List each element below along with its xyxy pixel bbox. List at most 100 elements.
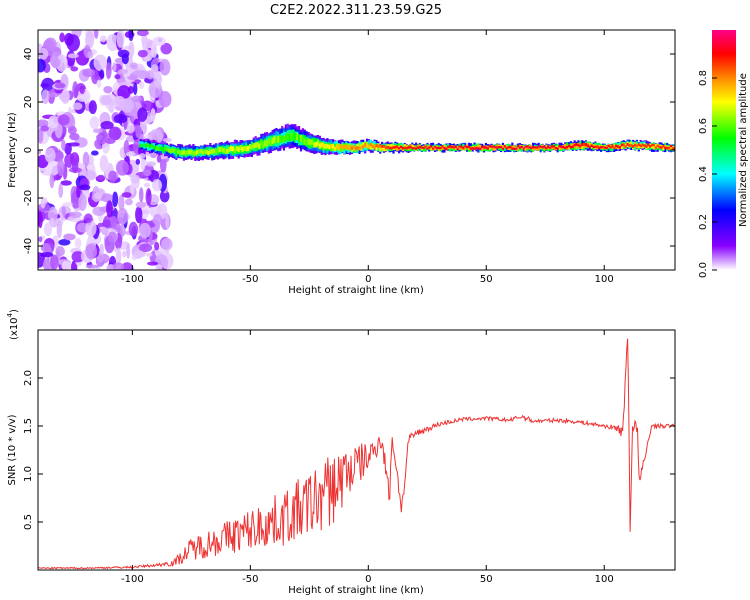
ridge-cell xyxy=(496,146,499,149)
y-tick-label: -20 xyxy=(23,190,34,206)
noise-blob xyxy=(136,30,149,37)
noise-blob xyxy=(161,237,173,251)
noise-blob xyxy=(118,194,125,211)
noise-blob xyxy=(84,213,93,224)
noise-blob xyxy=(138,81,145,90)
noise-blob xyxy=(150,108,156,122)
ridge-cell xyxy=(503,145,506,151)
ridge-cell xyxy=(464,145,467,148)
ridge-cell xyxy=(316,140,320,146)
ridge-cell xyxy=(469,147,472,150)
noise-blob xyxy=(152,36,166,46)
ridge-cell xyxy=(499,146,503,149)
ridge-cell xyxy=(382,144,386,148)
noise-blob xyxy=(60,180,72,186)
ridge-cell xyxy=(637,143,640,147)
ridge-cell xyxy=(545,147,548,150)
ridge-cell xyxy=(245,146,248,152)
ridge-cell xyxy=(533,146,537,149)
ridge-cell xyxy=(213,148,216,154)
noise-blob xyxy=(106,200,113,218)
ridge-cell xyxy=(620,144,623,149)
y-tick-label: 0.5 xyxy=(23,514,34,530)
ridge-cell xyxy=(231,146,235,152)
ridge-cell xyxy=(411,144,414,149)
ridge-cell xyxy=(579,144,582,148)
ridge-cell xyxy=(492,147,495,151)
noise-blob xyxy=(114,74,121,80)
spectrogram-panel: -100 -50 0 50 100 -40 -20 0 20 40 Height of stra… xyxy=(7,29,676,296)
noise-blob xyxy=(78,184,91,191)
ridge-cell xyxy=(458,146,461,150)
noise-blob xyxy=(99,35,107,43)
ridge-cell xyxy=(575,143,578,146)
ridge-cell xyxy=(641,143,644,147)
ridge-cell xyxy=(396,145,399,149)
noise-blob xyxy=(99,69,105,79)
ridge-cell xyxy=(184,150,187,156)
ridge-cell xyxy=(256,141,259,148)
ridge-cell xyxy=(599,146,603,149)
ridge-cell xyxy=(545,144,548,149)
ridge-cell xyxy=(394,145,397,149)
ridge-cell xyxy=(243,145,246,151)
noise-blob xyxy=(39,251,54,258)
noise-blob xyxy=(152,214,163,226)
noise-blob xyxy=(40,125,49,132)
ridge-cell xyxy=(305,139,308,146)
ridge-cell xyxy=(379,146,382,152)
ridge-cell xyxy=(386,145,389,149)
noise-blob xyxy=(133,250,144,259)
ridge-cell xyxy=(415,147,418,150)
ridge-cell xyxy=(299,135,303,142)
ridge-cell xyxy=(211,149,214,154)
ridge-cell xyxy=(413,145,416,149)
ridge-cell xyxy=(216,148,220,153)
ridge-cell xyxy=(558,145,561,148)
noise-blob xyxy=(105,62,112,79)
y-tick-label: 40 xyxy=(23,48,34,61)
ridge-cell xyxy=(543,146,546,149)
ridge-cell xyxy=(165,147,169,152)
noise-blob xyxy=(57,158,65,177)
noise-blob xyxy=(128,221,139,237)
ridge-cell xyxy=(437,146,440,150)
ridge-cell xyxy=(658,145,661,149)
ridge-cell xyxy=(635,144,639,148)
noise-blob xyxy=(41,77,55,92)
ridge-cell xyxy=(456,145,459,150)
ridge-cell xyxy=(405,147,408,150)
noise-blob xyxy=(57,114,70,126)
noise-blob xyxy=(135,206,143,224)
ridge-cell xyxy=(513,147,516,150)
ridge-cell xyxy=(192,151,195,156)
ridge-cell xyxy=(518,144,522,149)
ridge-cell xyxy=(203,149,206,154)
ridge-cell xyxy=(330,143,333,149)
ridge-cell xyxy=(284,134,287,142)
ridge-cell xyxy=(396,146,399,152)
ridge-cell xyxy=(615,144,618,148)
ridge-cell xyxy=(367,144,371,149)
noise-blob xyxy=(76,94,89,102)
noise-blob xyxy=(58,183,64,198)
ridge-cell xyxy=(282,135,286,143)
ridge-cell xyxy=(567,145,571,150)
noise-blob xyxy=(132,70,145,76)
noise-blob xyxy=(135,201,147,208)
ridge-cell xyxy=(624,145,627,148)
ridge-cell xyxy=(488,145,491,148)
ridge-cell xyxy=(498,146,501,149)
ridge-cell xyxy=(550,145,554,148)
ridge-cell xyxy=(407,146,410,149)
noise-blob xyxy=(93,54,108,72)
ridge-cell xyxy=(433,146,437,151)
noise-blob xyxy=(153,71,163,88)
noise-blob xyxy=(38,149,42,155)
chart-title: C2E2.2022.311.23.59.G25 xyxy=(270,3,442,18)
ridge-cell xyxy=(262,142,265,149)
noise-blob xyxy=(60,89,70,104)
snr-plot-area xyxy=(38,330,675,570)
noise-blob xyxy=(121,192,132,198)
ridge-cell xyxy=(581,144,584,149)
